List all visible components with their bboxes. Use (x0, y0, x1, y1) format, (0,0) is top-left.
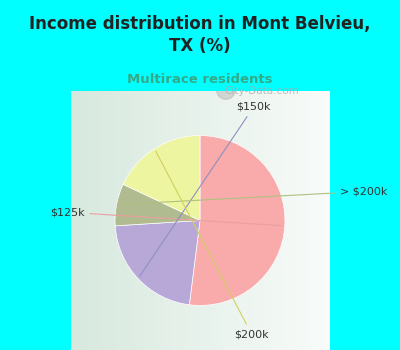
Circle shape (216, 80, 235, 99)
Wedge shape (115, 220, 200, 305)
Text: City-Data.com: City-Data.com (225, 86, 300, 96)
Text: > $200k: > $200k (119, 187, 387, 204)
Text: $150k: $150k (140, 102, 271, 276)
Text: Multirace residents: Multirace residents (127, 73, 273, 86)
Wedge shape (123, 135, 200, 220)
Wedge shape (189, 135, 285, 306)
Wedge shape (115, 184, 200, 226)
Text: $200k: $200k (156, 151, 269, 340)
Text: Income distribution in Mont Belvieu,
TX (%): Income distribution in Mont Belvieu, TX … (29, 15, 371, 55)
Text: $125k: $125k (50, 207, 282, 226)
